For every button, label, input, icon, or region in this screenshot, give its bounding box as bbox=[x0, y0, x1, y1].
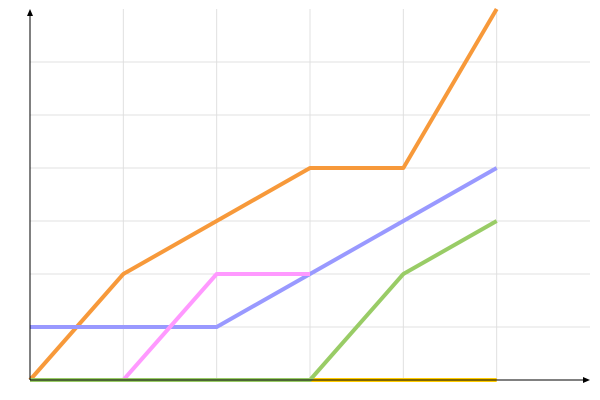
series-line bbox=[28, 7, 499, 382]
lines bbox=[28, 7, 499, 382]
series-line bbox=[30, 166, 498, 329]
y-axis-arrow bbox=[27, 9, 33, 16]
series-line bbox=[121, 272, 310, 382]
grid bbox=[30, 9, 590, 380]
x-axis-arrow bbox=[583, 377, 590, 383]
